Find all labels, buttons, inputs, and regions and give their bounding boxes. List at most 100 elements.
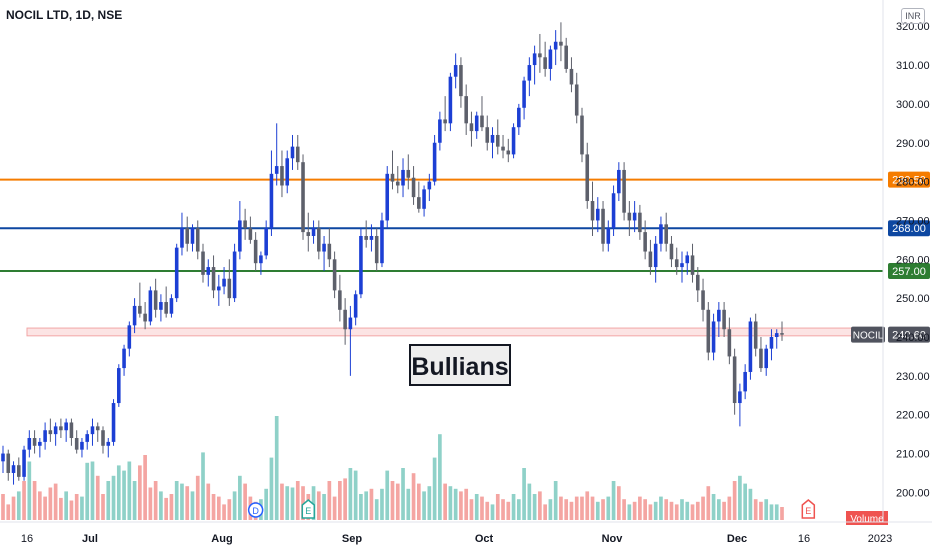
candle-body <box>549 50 553 69</box>
candle-body <box>617 170 621 193</box>
candle-body <box>117 368 121 403</box>
candle-body <box>433 143 437 182</box>
candle-body <box>622 170 626 213</box>
candle-body <box>564 46 568 69</box>
volume-bar <box>422 491 426 520</box>
volume-bar <box>459 491 463 520</box>
candle-body <box>607 228 611 244</box>
volume-bar <box>575 497 579 520</box>
candle-body <box>680 263 684 267</box>
candle-body <box>343 310 347 329</box>
candle-body <box>275 166 279 174</box>
volume-bar <box>570 502 574 520</box>
volume-bar <box>112 476 116 520</box>
candle-body <box>64 422 68 430</box>
volume-bar <box>754 499 758 520</box>
x-tick-label: Aug <box>211 533 232 545</box>
volume-bar <box>517 499 521 520</box>
volume-bar <box>170 494 174 520</box>
volume-bar <box>559 497 563 520</box>
y-tick-label: 300.00 <box>896 99 930 111</box>
candle-body <box>359 236 363 294</box>
candle-body <box>285 158 289 185</box>
candle-body <box>385 174 389 221</box>
candle-body <box>454 65 458 77</box>
volume-bar <box>159 491 163 520</box>
volume-bar <box>417 484 421 520</box>
candle-body <box>306 232 310 236</box>
candle-body <box>1 454 5 462</box>
candle-body <box>22 450 26 477</box>
volume-bar <box>149 488 153 521</box>
volume-bar <box>454 489 458 520</box>
volume-bar <box>327 481 331 520</box>
candle-body <box>464 96 468 123</box>
y-tick-label: 260.00 <box>896 254 930 266</box>
volume-bar <box>127 462 131 521</box>
volume-bar <box>59 498 63 520</box>
volume-bar <box>80 497 84 520</box>
volume-bar <box>764 499 768 520</box>
candle-body <box>75 438 79 450</box>
volume-bar <box>91 462 95 521</box>
candle-body <box>407 170 411 178</box>
candle-body <box>659 224 663 243</box>
volume-bar <box>138 465 142 520</box>
volume-bar <box>133 481 137 520</box>
volume-bar <box>27 462 31 521</box>
volume-bar <box>385 471 389 520</box>
candle-body <box>654 244 658 267</box>
volume-bar <box>212 494 216 520</box>
volume-bar <box>738 476 742 520</box>
candle-body <box>749 321 753 372</box>
candle-body <box>712 321 716 352</box>
candle-body <box>585 154 589 201</box>
candle-body <box>670 244 674 260</box>
candle-body <box>643 232 647 251</box>
candle-body <box>685 255 689 263</box>
x-tick-label: 16 <box>798 533 810 545</box>
volume-bar <box>280 484 284 520</box>
candle-body <box>91 426 95 434</box>
candle-body <box>738 391 742 403</box>
volume-bar <box>733 481 737 520</box>
candle-body <box>401 170 405 186</box>
volume-bar <box>491 504 495 520</box>
candle-body <box>764 349 768 368</box>
bullians-watermark: Bullians <box>409 344 511 386</box>
volume-bar <box>633 502 637 520</box>
volume-bar <box>338 481 342 520</box>
candle-body <box>375 236 379 263</box>
volume-bar <box>433 458 437 520</box>
candle-body <box>370 236 374 240</box>
candle-body <box>217 286 221 290</box>
volume-bar <box>501 499 505 520</box>
volume-bar <box>759 502 763 520</box>
volume-bar <box>1 494 5 520</box>
candle-body <box>49 430 53 434</box>
volume-bar <box>233 491 237 520</box>
volume-bar <box>185 486 189 520</box>
y-tick-label: 310.00 <box>896 60 930 72</box>
volume-bar <box>706 486 710 520</box>
candle-body <box>517 108 521 127</box>
candle-body <box>280 166 284 185</box>
volume-bar <box>743 484 747 520</box>
currency-badge[interactable]: INR <box>901 8 925 24</box>
candle-body <box>559 42 563 46</box>
candle-body <box>533 53 537 65</box>
candle-body <box>238 220 242 251</box>
volume-bar <box>449 486 453 520</box>
volume-bar <box>591 497 595 520</box>
candle-body <box>33 438 37 446</box>
volume-bar <box>622 499 626 520</box>
candle-body <box>728 329 732 356</box>
volume-bar <box>354 471 358 520</box>
candle-body <box>164 302 168 314</box>
candle-body <box>206 267 210 275</box>
volume-bar <box>480 497 484 520</box>
candle-body <box>112 403 116 442</box>
